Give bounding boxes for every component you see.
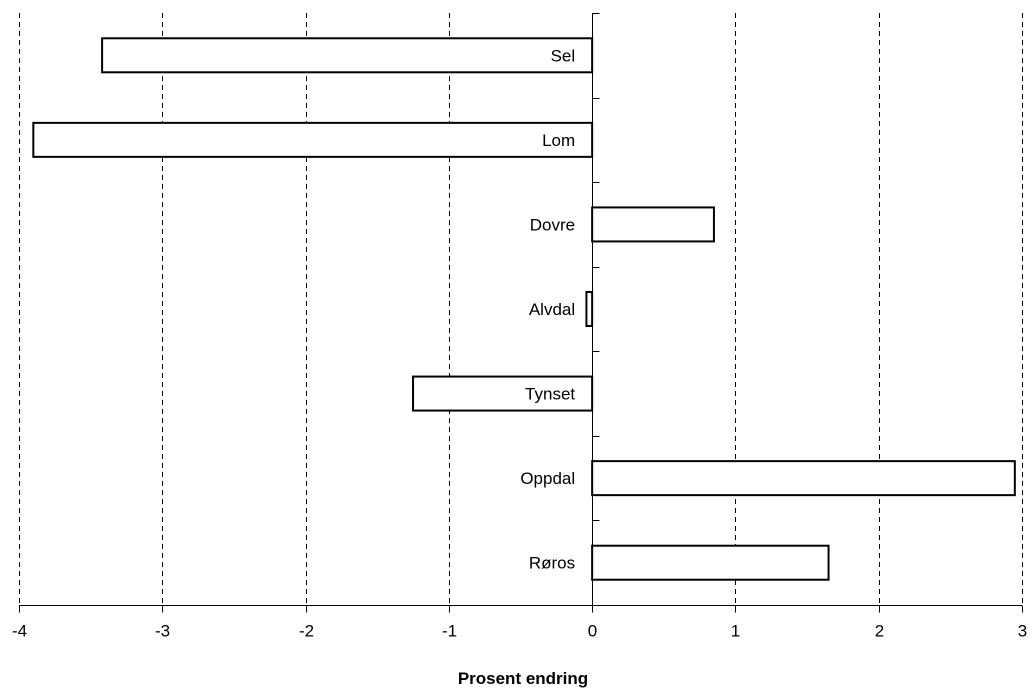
- x-tick-label: -1: [442, 622, 457, 641]
- category-label-lom: Lom: [542, 131, 575, 150]
- x-tick-label: -4: [12, 622, 27, 641]
- x-tick-label: -3: [155, 622, 170, 641]
- category-label-røros: Røros: [529, 554, 575, 573]
- bars: [32, 37, 1016, 581]
- bar-dovre: [591, 206, 715, 243]
- bar-tynset: [412, 375, 594, 412]
- category-label-tynset: Tynset: [525, 385, 575, 404]
- bar-lom: [32, 121, 594, 158]
- x-tick-label: 3: [1018, 622, 1027, 641]
- category-labels: Sel Lom Dovre Alvdal Tynset Oppdal Røros: [520, 46, 575, 572]
- axes: -4 -3 -2 -1 0 1 2 3: [12, 13, 1027, 641]
- category-label-dovre: Dovre: [530, 215, 575, 234]
- category-label-oppdal: Oppdal: [520, 469, 575, 488]
- bar-oppdal: [591, 460, 1016, 497]
- x-tick-label: 1: [731, 622, 740, 641]
- bar-røros: [591, 544, 830, 581]
- bar-alvdal: [585, 291, 594, 327]
- x-axis-title: Prosent endring: [458, 669, 588, 688]
- gridlines: [19, 13, 1023, 605]
- category-label-sel: Sel: [551, 46, 576, 65]
- category-label-alvdal: Alvdal: [529, 300, 575, 319]
- x-tick-label: 2: [875, 622, 884, 641]
- bar-sel: [101, 37, 594, 74]
- x-tick-label: 0: [588, 622, 597, 641]
- x-tick-label: -2: [299, 622, 314, 641]
